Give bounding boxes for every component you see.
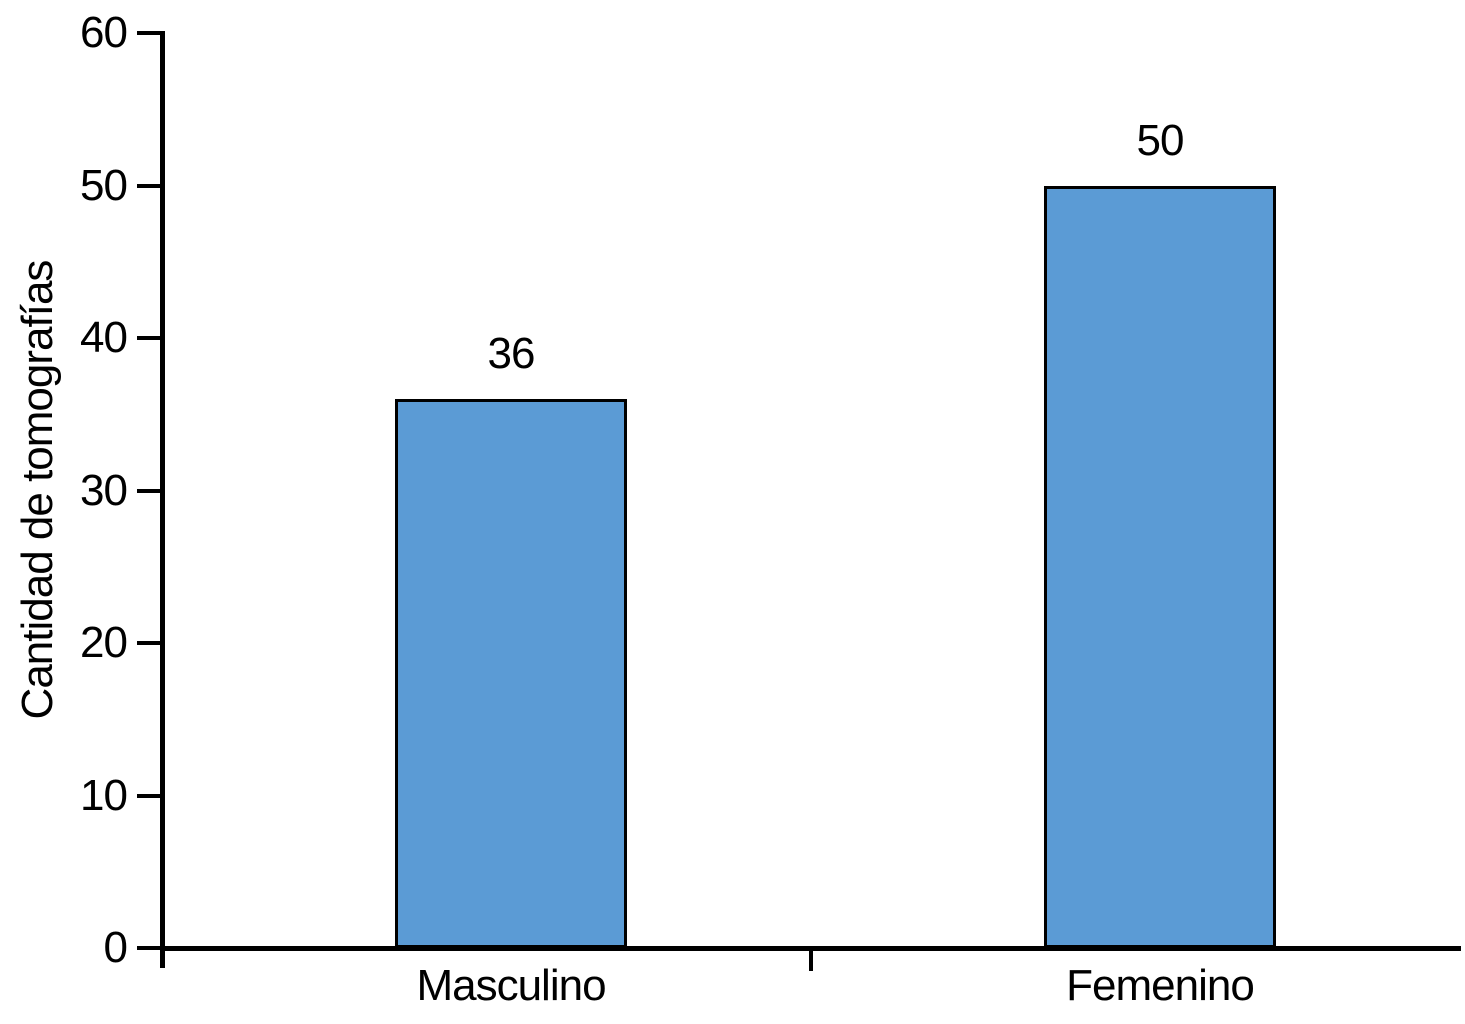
bar-masculino — [395, 399, 627, 948]
y-axis-tick — [136, 336, 160, 340]
y-tick-label: 20 — [80, 618, 128, 667]
y-axis-line — [159, 31, 165, 968]
bar-femenino — [1044, 185, 1276, 948]
x-category-label: Masculino — [416, 961, 606, 1010]
y-axis-tick — [136, 641, 160, 645]
y-tick-label: 0 — [103, 923, 128, 972]
y-tick-label: 60 — [80, 8, 128, 57]
y-axis-tick — [136, 793, 160, 798]
x-axis-line — [159, 945, 1461, 951]
bar-value-label: 36 — [487, 329, 536, 378]
y-tick-label: 10 — [80, 770, 128, 820]
bar-value-label: 50 — [1136, 115, 1185, 165]
y-tick-label: 50 — [80, 160, 128, 210]
y-axis-tick — [136, 31, 160, 35]
y-axis-tick — [136, 488, 160, 493]
x-category-label: Femenino — [1066, 961, 1255, 1010]
y-tick-label: 30 — [80, 465, 128, 515]
y-axis-tick — [136, 183, 160, 188]
y-axis-tick — [136, 946, 160, 950]
x-axis-tick — [809, 950, 813, 971]
y-tick-label: 40 — [80, 313, 128, 362]
